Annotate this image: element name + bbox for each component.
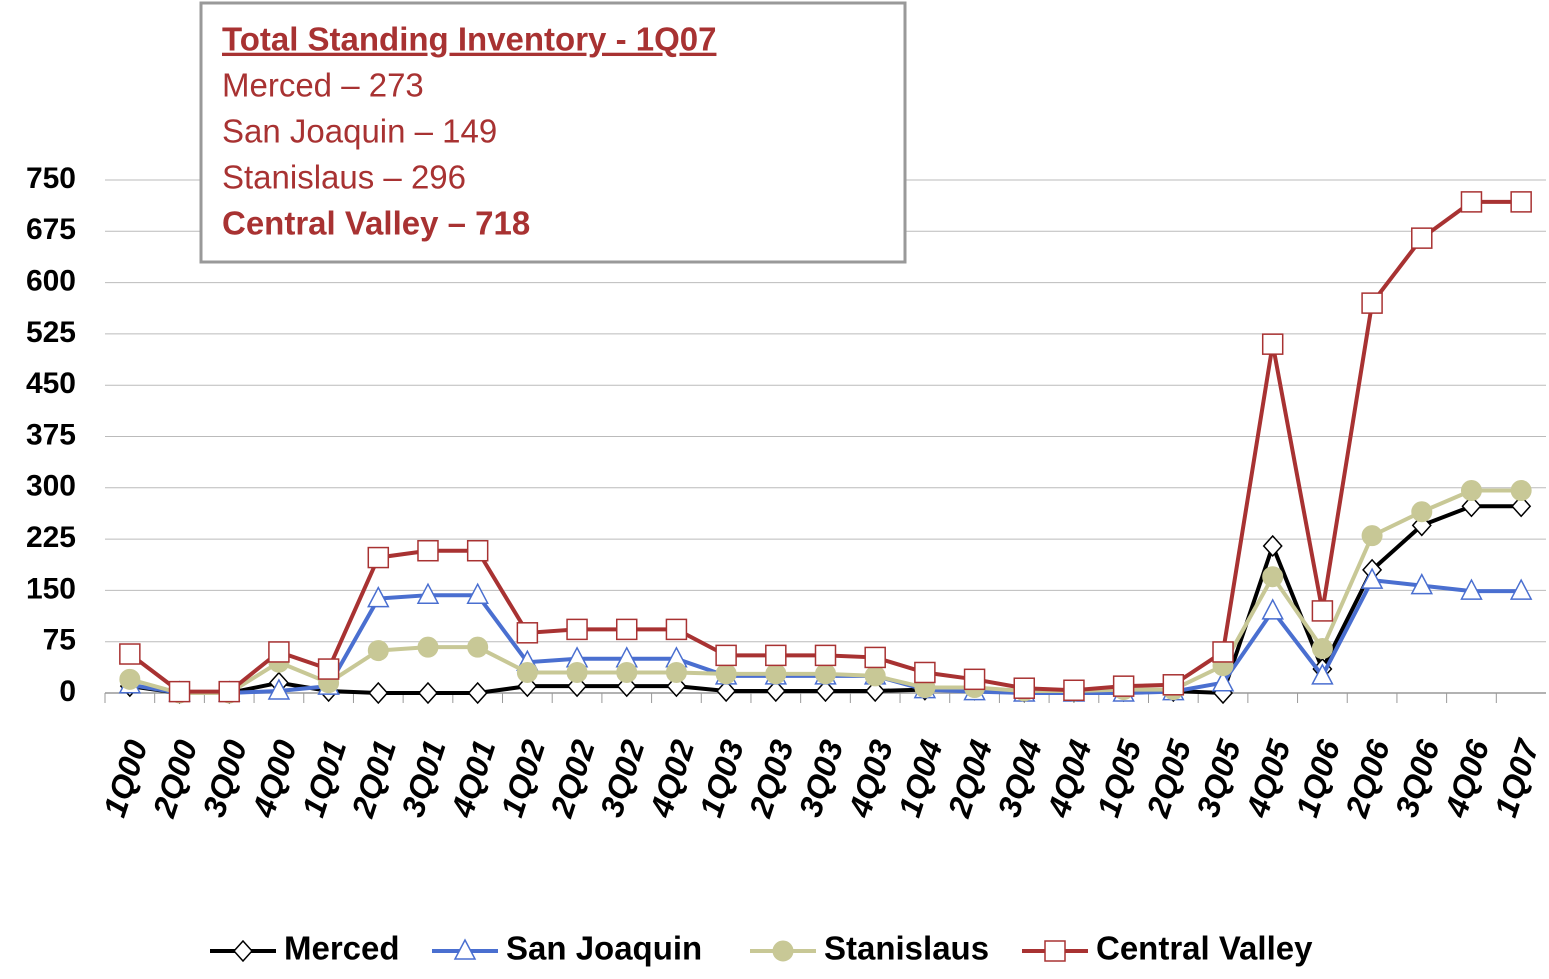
- marker: [466, 539, 489, 562]
- marker: [317, 658, 340, 680]
- annotation-line: San Joaquin – 149: [222, 113, 497, 150]
- marker: [1461, 495, 1482, 518]
- annotation-line: Stanislaus – 296: [222, 159, 466, 196]
- marker: [765, 679, 786, 703]
- annotation-line: Merced – 273: [222, 67, 424, 104]
- marker: [467, 636, 489, 658]
- marker: [1212, 641, 1234, 663]
- y-tick-label: 750: [26, 162, 76, 195]
- marker: [1013, 677, 1036, 699]
- marker: [268, 641, 290, 663]
- marker: [1410, 573, 1434, 595]
- marker: [864, 665, 886, 687]
- marker: [963, 668, 986, 691]
- marker: [417, 681, 438, 705]
- y-tick-label: 450: [26, 367, 76, 400]
- marker: [1311, 600, 1334, 622]
- y-tick-label: 600: [26, 265, 76, 298]
- y-tick-label: 150: [26, 572, 76, 605]
- marker: [765, 644, 787, 667]
- marker: [1162, 674, 1185, 696]
- marker: [615, 618, 638, 641]
- marker: [168, 680, 191, 703]
- legend-label: Stanislaus: [824, 930, 989, 967]
- marker: [1510, 191, 1532, 213]
- marker: [516, 622, 539, 644]
- legend-marker: [453, 938, 477, 960]
- marker: [516, 661, 538, 683]
- marker: [1262, 534, 1283, 558]
- marker: [417, 636, 439, 658]
- annotation-total: Central Valley – 718: [222, 205, 530, 242]
- y-tick-label: 75: [43, 624, 76, 657]
- marker: [1262, 566, 1284, 588]
- marker: [1460, 578, 1483, 600]
- marker: [1411, 501, 1433, 523]
- annotation-title: Total Standing Inventory - 1Q07: [222, 21, 716, 58]
- legend-label: Merced: [284, 930, 400, 967]
- marker: [616, 661, 638, 683]
- legend-label: Central Valley: [1096, 930, 1313, 967]
- y-tick-label: 525: [26, 316, 76, 349]
- marker: [1360, 567, 1384, 589]
- marker: [1063, 679, 1085, 702]
- x-tick-label: 1Q07: [1487, 734, 1546, 822]
- y-tick-label: 0: [59, 675, 76, 708]
- marker: [1211, 670, 1235, 692]
- marker: [1261, 598, 1284, 620]
- marker: [865, 679, 886, 703]
- marker: [715, 663, 737, 685]
- marker: [119, 668, 141, 690]
- marker: [815, 663, 836, 685]
- y-tick-label: 300: [26, 470, 76, 503]
- marker: [467, 681, 488, 705]
- annotation-box: [199, 1, 907, 264]
- marker: [815, 679, 836, 703]
- marker: [566, 618, 588, 641]
- marker: [1510, 480, 1532, 502]
- marker: [1411, 227, 1433, 249]
- legend-label: San Joaquin: [506, 930, 702, 967]
- marker: [765, 663, 787, 685]
- marker: [368, 681, 389, 705]
- marker: [864, 646, 886, 669]
- marker: [1511, 495, 1532, 518]
- marker: [814, 644, 837, 667]
- marker: [716, 679, 737, 703]
- marker: [1311, 663, 1334, 685]
- marker: [914, 661, 936, 684]
- marker: [416, 582, 440, 604]
- marker: [566, 661, 588, 683]
- marker: [1460, 480, 1482, 502]
- marker: [417, 539, 439, 562]
- marker: [1460, 191, 1483, 213]
- marker: [665, 661, 687, 683]
- marker: [218, 680, 240, 703]
- marker: [1361, 292, 1383, 314]
- legend-marker: [1044, 940, 1066, 962]
- marker: [1311, 638, 1333, 660]
- marker: [119, 643, 141, 665]
- marker: [267, 678, 291, 700]
- legend-marker: [232, 939, 254, 963]
- legend-marker: [772, 940, 794, 962]
- y-tick-label: 225: [26, 521, 76, 554]
- marker: [1361, 525, 1383, 547]
- y-tick-label: 675: [26, 213, 76, 246]
- y-tick-label: 375: [26, 418, 76, 451]
- marker: [1261, 333, 1284, 355]
- marker: [466, 582, 489, 604]
- marker: [715, 644, 737, 667]
- marker: [1112, 675, 1135, 697]
- marker: [367, 546, 390, 569]
- marker: [665, 618, 688, 641]
- marker: [367, 585, 390, 608]
- marker: [367, 640, 389, 662]
- marker: [1509, 578, 1533, 600]
